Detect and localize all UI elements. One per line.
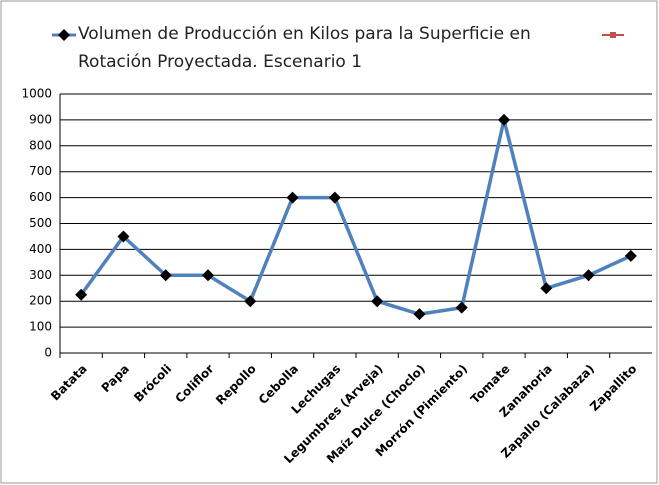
marker: [582, 269, 595, 282]
y-tick-label: 900: [29, 112, 52, 126]
marker: [244, 295, 257, 308]
marker: [159, 269, 172, 282]
y-tick-label: 0: [44, 346, 52, 360]
y-tick-label: 500: [29, 216, 52, 230]
y-tick-label: 800: [29, 138, 52, 152]
marker: [371, 295, 384, 308]
marker: [75, 288, 88, 301]
y-tick-label: 1000: [21, 87, 52, 101]
marker: [117, 230, 130, 243]
marker: [540, 282, 553, 295]
marker: [455, 301, 468, 314]
marker: [413, 308, 426, 321]
line: [79, 119, 632, 316]
marker: [202, 269, 214, 282]
legend-marker-2: [610, 32, 616, 38]
y-tick-label: 700: [29, 164, 52, 178]
y-tick-label: 100: [29, 320, 52, 334]
y-tick-label: 200: [29, 294, 52, 308]
marker: [624, 249, 637, 262]
y-tick-label: 600: [29, 190, 52, 204]
y-tick-label: 400: [29, 242, 52, 256]
marker: [328, 191, 341, 204]
legend-marker: [58, 29, 70, 41]
y-tick-label: 300: [29, 268, 52, 282]
legend-label: Volumen de Producción en Kilos para la S…: [78, 24, 531, 72]
marker: [498, 113, 510, 126]
marker: [286, 191, 299, 204]
